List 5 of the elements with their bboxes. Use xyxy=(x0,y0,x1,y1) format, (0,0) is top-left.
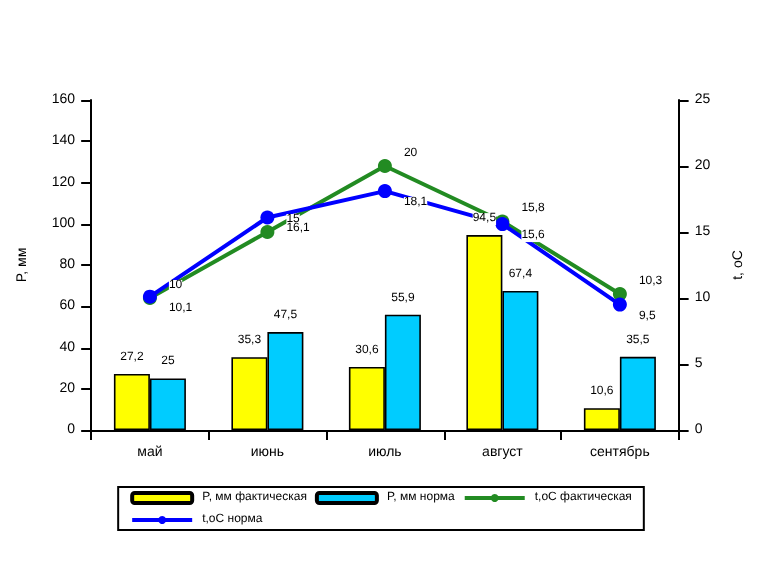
point xyxy=(612,297,627,312)
point xyxy=(377,159,392,173)
point xyxy=(260,225,275,239)
point xyxy=(260,210,275,225)
point xyxy=(377,184,392,199)
